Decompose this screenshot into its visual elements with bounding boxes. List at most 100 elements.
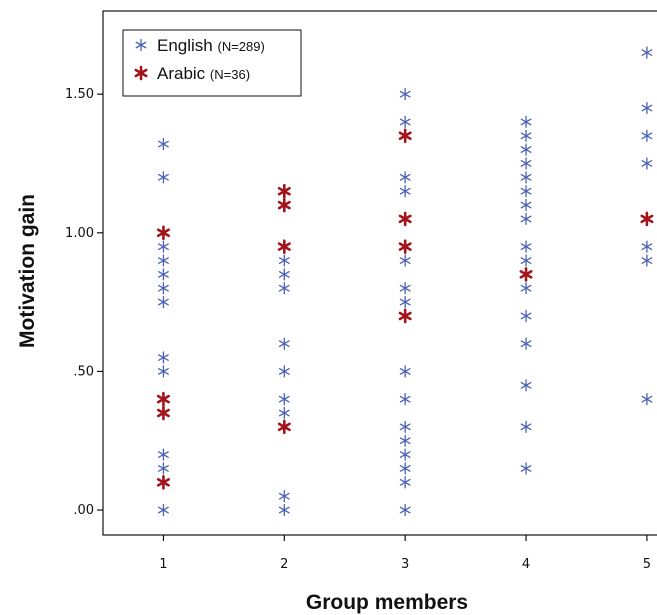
data-point-english — [158, 171, 169, 184]
data-point-english — [399, 115, 411, 129]
data-point-english — [158, 240, 169, 253]
data-point-english — [520, 254, 532, 267]
legend-entry-arabic: Arabic (N=36) — [157, 64, 250, 83]
y-axis-title: Motivation gain — [16, 194, 39, 348]
data-point-english — [520, 309, 532, 323]
legend-label-english: English — [157, 36, 213, 55]
data-point-english — [158, 503, 169, 517]
plot-frame — [102, 10, 657, 536]
data-point-english — [520, 143, 532, 156]
data-point-arabic — [156, 405, 170, 421]
legend-box — [122, 29, 302, 97]
data-point-arabic — [277, 197, 291, 213]
x-axis-title: Group members — [306, 591, 468, 614]
data-point-english — [399, 282, 411, 295]
data-point-arabic — [519, 267, 533, 282]
legend: English (N=289) Arabic (N=36) — [122, 29, 302, 97]
data-point-arabic — [640, 211, 654, 227]
data-point-english — [399, 462, 411, 475]
data-point-english — [520, 171, 532, 184]
y-tick-label: 1.50 — [65, 87, 94, 102]
y-tick-label: 1.00 — [65, 226, 94, 241]
data-point-english — [641, 46, 653, 59]
data-point-arabic — [156, 391, 170, 407]
data-point-english — [158, 365, 169, 378]
data-point-english — [278, 282, 290, 295]
data-point-english — [520, 212, 532, 226]
data-point-english — [520, 129, 532, 142]
data-point-arabic — [156, 225, 170, 241]
data-point-english — [158, 282, 169, 295]
data-point-english — [158, 137, 169, 151]
axes — [102, 10, 657, 536]
data-point-english — [278, 337, 290, 350]
data-point-english — [278, 490, 290, 503]
data-point-english — [641, 240, 653, 253]
data-point-english — [399, 171, 411, 184]
y-tick-label: .00 — [73, 503, 94, 518]
data-point-english — [520, 198, 532, 212]
data-point-english — [278, 406, 290, 420]
data-point-english — [158, 268, 169, 281]
data-point-english — [158, 254, 169, 267]
data-point-arabic — [398, 239, 412, 254]
data-point-arabic — [277, 183, 291, 199]
x-axis-ticks: 1 2 3 4 5 — [159, 535, 651, 572]
data-points — [156, 46, 654, 517]
data-point-english — [158, 448, 169, 461]
y-tick-label: .50 — [73, 364, 94, 379]
data-point-arabic — [398, 308, 412, 324]
data-point-arabic — [277, 419, 291, 435]
data-point-english — [399, 503, 411, 517]
legend-entry-english: English (N=289) — [157, 36, 265, 55]
legend-n-arabic: (N=36) — [210, 67, 250, 82]
legend-marker-english — [135, 38, 147, 52]
data-point-english — [520, 379, 532, 392]
legend-marker-arabic — [134, 65, 148, 81]
data-point-english — [520, 185, 532, 198]
x-tick-label: 1 — [159, 557, 167, 572]
data-point-english — [399, 185, 411, 198]
data-point-english — [278, 392, 290, 406]
data-point-english — [278, 365, 290, 378]
data-point-english — [641, 157, 653, 170]
data-point-english — [399, 476, 411, 489]
legend-marker-symbol — [134, 65, 148, 81]
data-point-arabic — [398, 211, 412, 227]
data-point-english — [399, 448, 411, 461]
data-point-english — [520, 337, 532, 350]
data-point-english — [520, 462, 532, 475]
x-tick-label: 4 — [522, 557, 530, 572]
data-point-english — [520, 157, 532, 170]
data-point-english — [399, 392, 411, 406]
data-point-english — [158, 295, 169, 309]
data-point-english — [641, 129, 653, 142]
x-tick-label: 5 — [643, 557, 651, 572]
legend-label-arabic: Arabic — [157, 64, 206, 83]
data-point-english — [399, 254, 411, 267]
data-point-english — [399, 365, 411, 378]
data-point-arabic — [156, 475, 170, 490]
data-point-english — [520, 420, 532, 434]
data-point-english — [520, 282, 532, 295]
data-point-english — [399, 295, 411, 309]
data-point-english — [399, 420, 411, 434]
data-point-english — [278, 268, 290, 281]
data-point-english — [399, 434, 411, 447]
data-point-english — [158, 462, 169, 475]
data-point-arabic — [398, 128, 412, 144]
data-point-english — [641, 254, 653, 267]
data-point-english — [641, 392, 653, 406]
data-point-english — [158, 351, 169, 364]
data-point-english — [278, 503, 290, 517]
x-tick-label: 3 — [401, 557, 409, 572]
data-point-english — [520, 115, 532, 129]
data-point-english — [520, 240, 532, 253]
y-axis-ticks: .00 .50 1.00 1.50 — [65, 87, 103, 518]
legend-marker-symbol — [135, 38, 147, 52]
x-tick-label: 2 — [280, 557, 288, 572]
data-point-english — [641, 101, 653, 115]
data-point-english — [278, 254, 290, 267]
legend-n-english: (N=289) — [218, 39, 265, 54]
